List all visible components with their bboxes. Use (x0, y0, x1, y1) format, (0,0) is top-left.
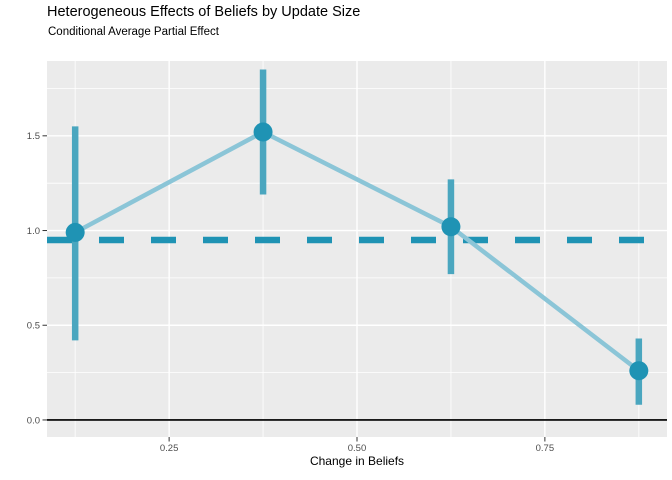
y-tick-label: 0.5 (27, 321, 40, 332)
data-point (441, 217, 461, 237)
chart-subtitle: Conditional Average Partial Effect (48, 26, 219, 38)
x-tick-label: 0.75 (536, 443, 555, 454)
x-axis-title: Change in Beliefs (309, 454, 405, 468)
x-tick-label: 0.25 (160, 443, 179, 454)
y-tick-label: 1.0 (27, 226, 40, 237)
x-tick-label: 0.50 (348, 443, 367, 454)
data-point (65, 222, 85, 242)
data-point (253, 122, 273, 142)
chart-title: Heterogeneous Effects of Beliefs by Upda… (47, 4, 361, 20)
data-point (629, 361, 649, 381)
y-tick-label: 1.5 (27, 131, 40, 142)
trend-line (74, 129, 641, 373)
y-tick-label: 0.0 (27, 415, 40, 426)
